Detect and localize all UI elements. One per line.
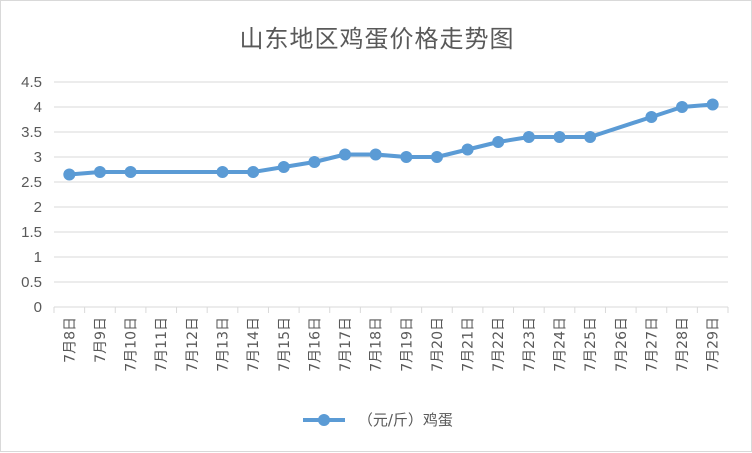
data-point (247, 166, 260, 178)
x-axis (53, 306, 729, 313)
data-point (676, 101, 689, 113)
x-tick-label: 7月16日 (307, 317, 323, 372)
y-tick-label: 1 (34, 249, 42, 266)
y-tick-label: 0 (34, 299, 42, 316)
chart-title: 山东地区鸡蛋价格走势图 (239, 25, 515, 53)
data-point (400, 151, 413, 163)
x-tick-label: 7月21日 (461, 317, 477, 372)
x-tick-label: 7月27日 (644, 317, 660, 372)
data-point (584, 131, 597, 143)
x-tick-label: 7月25日 (583, 317, 599, 372)
x-tick-label: 7月11日 (154, 317, 170, 372)
x-tick-label: 7月12日 (185, 317, 201, 372)
x-tick-label: 7月18日 (369, 317, 385, 372)
series-points (63, 98, 719, 181)
x-tick-label: 7月17日 (338, 317, 354, 372)
data-point (369, 148, 382, 161)
y-tick-label: 3.5 (21, 124, 42, 141)
data-point (430, 151, 443, 163)
x-tick-label: 7月22日 (491, 317, 507, 372)
data-point (93, 166, 106, 178)
x-tick-label: 7月8日 (62, 317, 78, 363)
series-line (69, 102, 713, 177)
y-tick-label: 4.5 (21, 74, 42, 91)
x-tick-label: 7月13日 (216, 317, 232, 372)
x-tick-label: 7月10日 (124, 317, 140, 372)
data-point (706, 98, 719, 111)
data-point (63, 168, 76, 181)
x-tick-label: 7月19日 (399, 317, 415, 372)
legend-entry-label: （元/斤）鸡蛋 (357, 411, 453, 429)
y-tick-label: 2.5 (21, 174, 42, 191)
y-tick-label: 0.5 (21, 274, 42, 291)
x-tick-label: 7月9日 (93, 317, 109, 363)
y-tick-label: 4 (34, 99, 42, 116)
x-tick-label: 7月26日 (614, 317, 630, 372)
legend-marker-icon (303, 413, 346, 426)
x-tick-label: 7月20日 (430, 317, 446, 372)
y-axis-ticks: 0 0.5 1 1.5 2 2.5 3 3.5 4 4.5 (21, 74, 42, 316)
data-point (124, 166, 137, 178)
y-tick-label: 1.5 (21, 224, 42, 241)
data-point (308, 156, 321, 168)
series-lines (69, 102, 713, 177)
x-tick-label: 7月14日 (246, 317, 262, 372)
data-point (522, 131, 535, 143)
x-tick-label: 7月29日 (706, 317, 722, 372)
data-point (461, 143, 474, 156)
x-axis-ticks: 7月8日 7月9日 7月10日 7月11日 7月12日 7月13日 7月14日 7月15日 7月… (62, 317, 721, 372)
legend: （元/斤）鸡蛋 (1, 409, 752, 430)
y-tick-label: 3 (34, 149, 42, 166)
data-point (339, 148, 352, 161)
data-point (216, 166, 229, 178)
x-tick-label: 7月24日 (553, 317, 569, 372)
x-tick-label: 7月28日 (675, 317, 691, 372)
gridlines (54, 81, 728, 308)
data-point (645, 111, 658, 123)
data-point (277, 161, 290, 173)
data-point (492, 136, 505, 148)
y-tick-label: 2 (34, 199, 42, 216)
x-tick-label: 7月15日 (277, 317, 293, 372)
data-point (553, 131, 566, 143)
x-tick-label: 7月23日 (522, 317, 538, 372)
